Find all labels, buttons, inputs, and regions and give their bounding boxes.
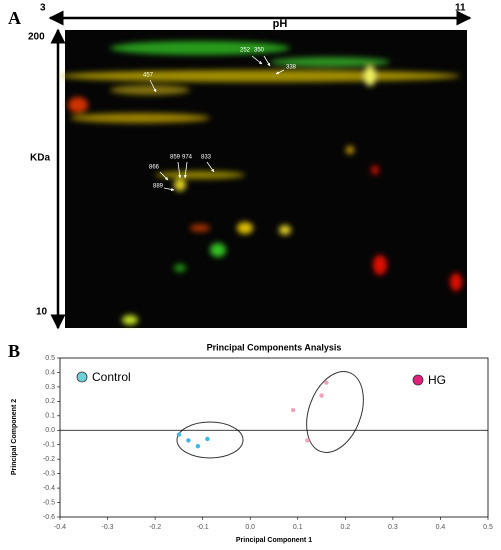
y-tick-label: -0.4 <box>43 485 55 492</box>
spot-label: 974 <box>182 155 193 161</box>
x-tick-label: 0.5 <box>483 524 493 531</box>
spot-label: 252 <box>240 48 251 54</box>
spot-arrows <box>149 55 285 192</box>
x-tick-label: 0.1 <box>293 524 303 531</box>
x-tick-label: 0.2 <box>340 524 350 531</box>
y-tick-label: 0.2 <box>45 398 55 405</box>
x-axis-label: Principal Component 1 <box>236 537 312 544</box>
plot-frame <box>59 357 489 518</box>
spot-label: 350 <box>254 48 265 54</box>
point <box>290 407 296 413</box>
ph-end: 11 <box>455 3 466 14</box>
mw-bottom: 10 <box>36 307 48 318</box>
spot-label: 866 <box>149 165 160 171</box>
y-tick-label: 0.4 <box>45 369 55 376</box>
group-ellipse <box>176 421 244 459</box>
y-tick-label: -0.1 <box>43 442 55 449</box>
legend-label: Control <box>92 370 131 384</box>
y-tick-label: -0.5 <box>43 499 55 506</box>
point <box>319 393 324 398</box>
mw-label: KDa <box>30 153 50 164</box>
gel-image <box>60 30 467 328</box>
y-tick-label: -0.6 <box>43 514 55 521</box>
y-axis-label: Principal Component 2 <box>11 399 18 475</box>
legend-marker <box>412 374 424 386</box>
point <box>186 438 191 443</box>
spot-label: 457 <box>143 73 154 79</box>
point <box>176 432 182 437</box>
spot-label: 338 <box>286 65 297 71</box>
mw-top: 200 <box>28 32 45 43</box>
panel-label: B <box>8 341 20 361</box>
y-tick-label: -0.3 <box>43 470 55 477</box>
ph-start: 3 <box>40 3 46 14</box>
x-tick-label: 0.3 <box>388 524 398 531</box>
x-tick-label: 0.4 <box>436 524 446 531</box>
panel-label: A <box>8 8 21 28</box>
x-tick-label: -0.1 <box>197 524 209 531</box>
y-tick-label: 0.1 <box>45 413 55 420</box>
spot-label: 889 <box>153 184 164 190</box>
x-tick-label: -0.2 <box>149 524 161 531</box>
point <box>305 438 310 443</box>
group-ellipse <box>306 371 364 453</box>
spot-label: 833 <box>201 155 212 161</box>
y-tick-label: 0.0 <box>45 427 55 434</box>
spot-label: 859 <box>170 155 181 161</box>
legend-marker <box>76 371 88 383</box>
x-tick-label: -0.4 <box>54 524 66 531</box>
y-tick-label: 0.3 <box>45 384 55 391</box>
x-tick-label: 0.0 <box>245 524 255 531</box>
legend-label: HG <box>428 373 446 387</box>
x-tick-label: -0.3 <box>102 524 114 531</box>
point <box>205 436 210 442</box>
y-tick-label: -0.2 <box>43 456 55 463</box>
chart-title: Principal Components Analysis <box>207 342 342 352</box>
y-tick-label: 0.5 <box>45 355 55 362</box>
ph-label: pH <box>273 18 288 30</box>
point <box>195 443 201 449</box>
point <box>324 380 329 385</box>
